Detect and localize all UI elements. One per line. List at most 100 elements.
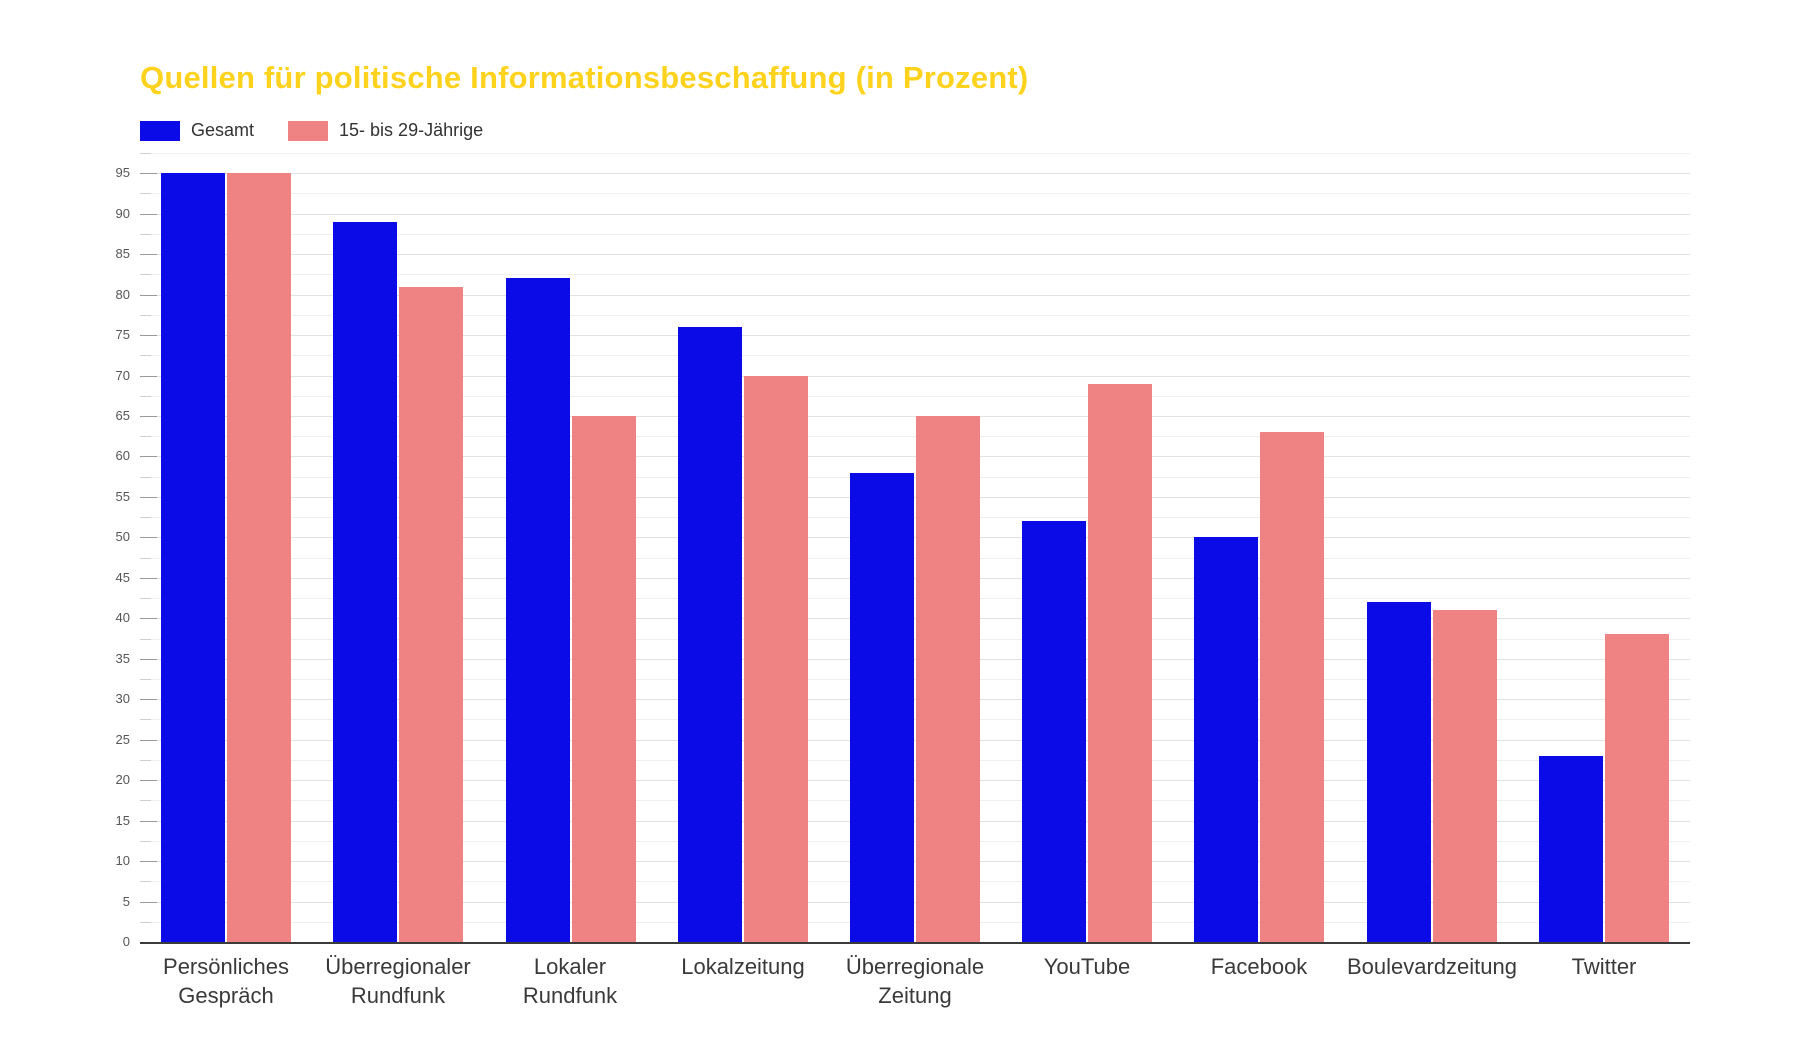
gridline [140, 537, 1690, 538]
gridline [140, 315, 1690, 316]
bar-15-29 [227, 173, 291, 942]
y-tick-label: 55 [115, 489, 130, 504]
y-tick-label: 70 [115, 368, 130, 383]
y-tick-label: 85 [115, 246, 130, 261]
y-tick [140, 456, 157, 457]
gridline [140, 740, 1690, 741]
y-tick-minor [140, 800, 151, 801]
y-tick-label: 25 [115, 732, 130, 747]
y-tick-label: 60 [115, 448, 130, 463]
y-tick [140, 416, 157, 417]
bar-gesamt [1539, 756, 1603, 942]
bar-15-29 [1088, 384, 1152, 942]
y-tick-minor [140, 355, 151, 356]
gridline [140, 497, 1690, 498]
y-tick [140, 578, 157, 579]
gridline [140, 436, 1690, 437]
y-tick-minor [140, 396, 151, 397]
y-tick-minor [140, 477, 151, 478]
y-tick [140, 335, 157, 336]
bar-15-29 [1260, 432, 1324, 942]
legend-item-15-29: 15- bis 29-Jährige [288, 120, 483, 141]
y-tick-minor [140, 558, 151, 559]
y-tick-label: 35 [115, 651, 130, 666]
y-tick [140, 295, 157, 296]
y-tick [140, 659, 157, 660]
y-tick [140, 699, 157, 700]
bar-15-29 [916, 416, 980, 942]
gridline [140, 861, 1690, 862]
bar-gesamt [161, 173, 225, 942]
gridline [140, 922, 1690, 923]
legend-label-15-29: 15- bis 29-Jährige [339, 120, 484, 140]
gridline [140, 517, 1690, 518]
y-tick-minor [140, 639, 151, 640]
gridline [140, 760, 1690, 761]
y-tick-minor [140, 274, 151, 275]
y-tick [140, 497, 157, 498]
gridline [140, 598, 1690, 599]
bar-gesamt [333, 222, 397, 942]
gridline [140, 881, 1690, 882]
y-tick [140, 214, 157, 215]
y-tick-label: 30 [115, 691, 130, 706]
y-tick [140, 821, 157, 822]
bar-15-29 [1605, 634, 1669, 942]
y-tick-minor [140, 881, 151, 882]
bar-gesamt [1367, 602, 1431, 942]
y-tick-minor [140, 436, 151, 437]
bar-gesamt [1022, 521, 1086, 942]
gridline [140, 902, 1690, 903]
gridline [140, 153, 1690, 154]
y-tick-label: 75 [115, 327, 130, 342]
y-tick-minor [140, 153, 151, 154]
y-tick-minor [140, 719, 151, 720]
y-tick [140, 740, 157, 741]
chart-title: Quellen für politische Informationsbesch… [140, 60, 1029, 95]
y-tick-label: 15 [115, 813, 130, 828]
y-tick-label: 10 [115, 853, 130, 868]
gridline [140, 659, 1690, 660]
y-tick-label: 5 [122, 894, 130, 909]
x-axis-label: Boulevardzeitung [1346, 954, 1517, 979]
y-tick-label: 0 [122, 934, 130, 949]
bar-gesamt [1194, 537, 1258, 942]
x-axis-label: Facebook [1210, 954, 1308, 979]
gridline [140, 234, 1690, 235]
y-tick [140, 537, 157, 538]
y-tick-minor [140, 760, 151, 761]
legend-label-gesamt: Gesamt [191, 120, 255, 140]
gridline [140, 274, 1690, 275]
y-tick-minor [140, 315, 151, 316]
gridline [140, 396, 1690, 397]
gridline [140, 355, 1690, 356]
gridline [140, 578, 1690, 579]
gridline [140, 800, 1690, 801]
y-tick-minor [140, 598, 151, 599]
y-tick [140, 861, 157, 862]
legend-swatch-gesamt [140, 120, 180, 141]
gridline [140, 376, 1690, 377]
bar-15-29 [1433, 610, 1497, 942]
gridline [140, 841, 1690, 842]
y-tick-minor [140, 841, 151, 842]
gridline [140, 456, 1690, 457]
x-axis-label: Lokalzeitung [681, 954, 805, 979]
gridline [140, 679, 1690, 680]
y-tick [140, 902, 157, 903]
gridline [140, 214, 1690, 215]
y-tick-label: 45 [115, 570, 130, 585]
x-axis-label: Lokaler Rundfunk [522, 954, 618, 1008]
y-tick-label: 40 [115, 610, 130, 625]
y-tick-minor [140, 517, 151, 518]
y-tick-label: 20 [115, 772, 130, 787]
gridline [140, 699, 1690, 700]
gridline [140, 335, 1690, 336]
x-axis-label: Twitter [1571, 954, 1637, 979]
bar-15-29 [744, 376, 808, 942]
y-tick [140, 254, 157, 255]
y-tick-minor [140, 679, 151, 680]
y-tick [140, 173, 157, 174]
y-tick-label: 80 [115, 287, 130, 302]
